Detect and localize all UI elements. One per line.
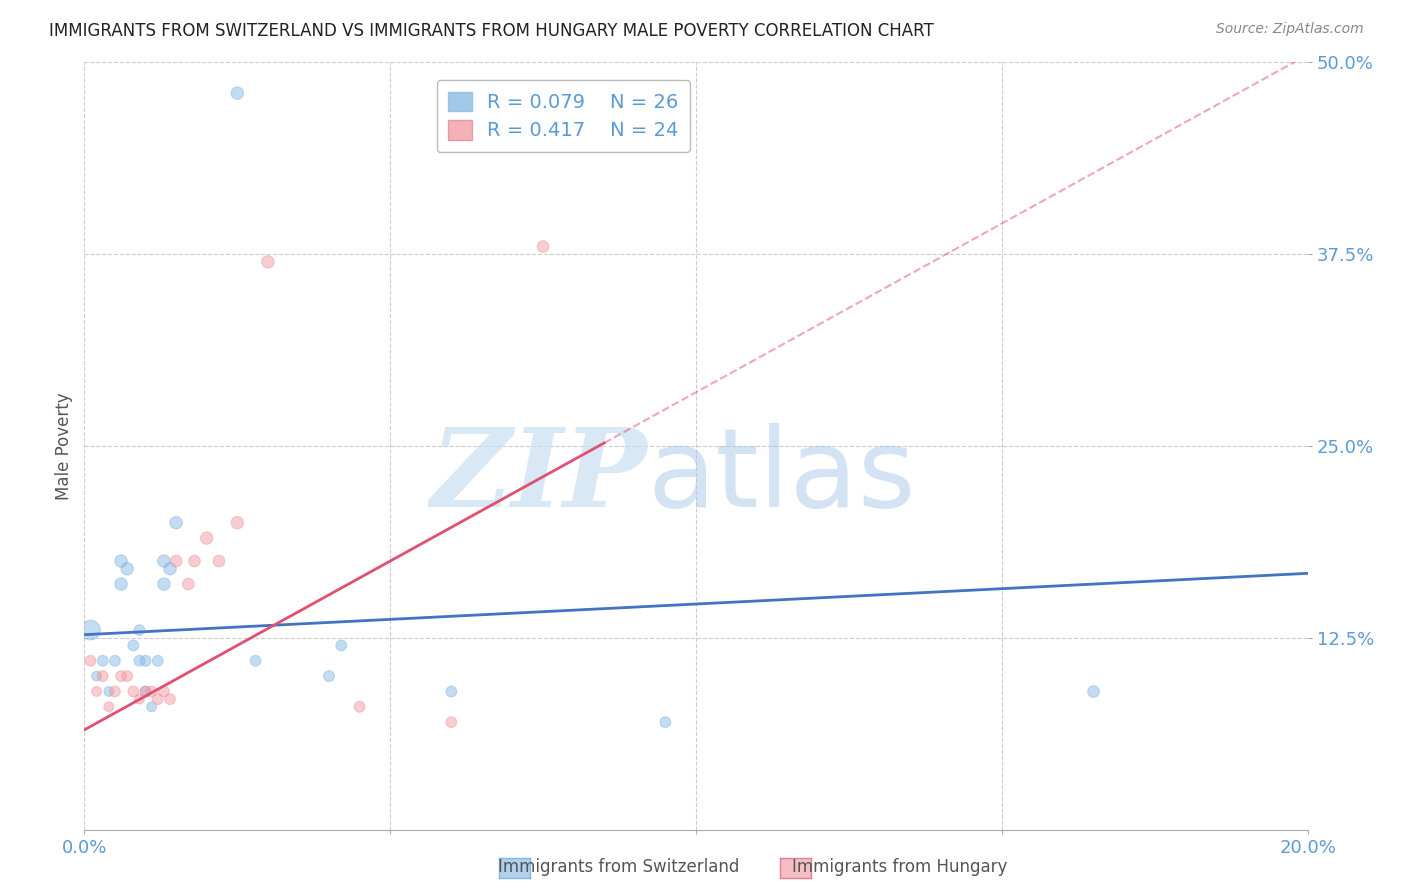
Point — [183, 554, 205, 568]
Point — [128, 654, 150, 668]
Text: ZIP: ZIP — [430, 423, 647, 531]
Point — [110, 577, 132, 591]
Point — [159, 562, 181, 576]
Point — [122, 639, 145, 653]
Point — [165, 516, 187, 530]
Point — [195, 531, 218, 545]
Point — [86, 684, 108, 698]
Point — [330, 639, 353, 653]
Point — [115, 669, 138, 683]
Text: atlas: atlas — [647, 423, 915, 530]
Point — [349, 699, 371, 714]
Point — [654, 715, 676, 730]
Text: Immigrants from Switzerland: Immigrants from Switzerland — [498, 858, 740, 876]
Point — [135, 684, 157, 698]
Point — [97, 699, 120, 714]
Point — [440, 684, 463, 698]
Point — [159, 692, 181, 706]
Point — [135, 684, 157, 698]
Point — [440, 715, 463, 730]
Text: Immigrants from Hungary: Immigrants from Hungary — [792, 858, 1008, 876]
Point — [79, 654, 101, 668]
Point — [177, 577, 200, 591]
Point — [110, 554, 132, 568]
Point — [104, 684, 127, 698]
Point — [1083, 684, 1105, 698]
Y-axis label: Male Poverty: Male Poverty — [55, 392, 73, 500]
Point — [318, 669, 340, 683]
Point — [86, 669, 108, 683]
Point — [531, 239, 554, 253]
Text: Source: ZipAtlas.com: Source: ZipAtlas.com — [1216, 22, 1364, 37]
Point — [165, 554, 187, 568]
Point — [208, 554, 231, 568]
Point — [153, 577, 176, 591]
Point — [97, 684, 120, 698]
Point — [115, 562, 138, 576]
Point — [128, 623, 150, 637]
Point — [91, 669, 114, 683]
Point — [141, 699, 163, 714]
Point — [257, 255, 280, 269]
Point — [226, 516, 249, 530]
Point — [153, 684, 176, 698]
Point — [153, 554, 176, 568]
Text: IMMIGRANTS FROM SWITZERLAND VS IMMIGRANTS FROM HUNGARY MALE POVERTY CORRELATION : IMMIGRANTS FROM SWITZERLAND VS IMMIGRANT… — [49, 22, 934, 40]
Point — [110, 669, 132, 683]
Point — [146, 692, 169, 706]
Point — [146, 654, 169, 668]
Point — [245, 654, 267, 668]
Point — [91, 654, 114, 668]
Legend: R = 0.079    N = 26, R = 0.417    N = 24: R = 0.079 N = 26, R = 0.417 N = 24 — [437, 79, 690, 152]
Point — [79, 623, 101, 637]
Point — [141, 684, 163, 698]
Point — [226, 86, 249, 100]
Point — [135, 654, 157, 668]
Point — [128, 692, 150, 706]
Point — [122, 684, 145, 698]
Point — [104, 654, 127, 668]
